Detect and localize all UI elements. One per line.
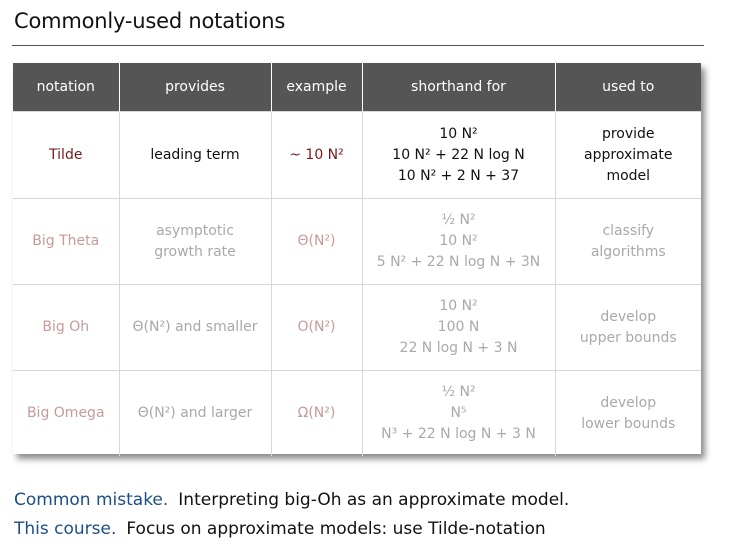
header-used-to: used to: [555, 63, 701, 112]
shorthand-line: 10 N²: [439, 125, 478, 142]
header-provides: provides: [119, 63, 272, 112]
shorthand-line: 10 N² + 22 N log N: [392, 146, 525, 163]
cell-notation: Big Omega: [13, 370, 120, 456]
cell-shorthand: ½ N² 10 N² 5 N² + 22 N log N + 3N: [362, 198, 556, 285]
header-notation: notation: [13, 63, 120, 112]
cell-provides: leading term: [119, 111, 272, 199]
shorthand-line: N⁵: [450, 405, 467, 421]
notations-table: notation provides example shorthand for …: [13, 63, 701, 456]
cell-shorthand: 10 N² 10 N² + 22 N log N 10 N² + 2 N + 3…: [362, 111, 556, 199]
shorthand-line: ½ N²: [441, 384, 476, 400]
cell-notation: Big Oh: [13, 284, 120, 371]
used-to-line: lower bounds: [581, 415, 676, 432]
cell-used-to: classify algorithms: [555, 198, 701, 285]
shorthand-line: ½ N²: [441, 212, 476, 228]
cell-example: O(N²): [271, 284, 363, 371]
cell-example: ~ 10 N²: [271, 111, 363, 199]
table-row-tilde: Tilde leading term ~ 10 N² 10 N² 10 N² +…: [13, 111, 701, 199]
table-header-row: notation provides example shorthand for …: [13, 63, 701, 112]
cell-used-to: provide approximate model: [555, 111, 701, 199]
footer-lead-this-course: This course.: [14, 519, 117, 539]
footer-text-common-mistake: Interpreting big-Oh as an approximate mo…: [178, 490, 570, 510]
table-row-big-theta: Big Theta asymptotic growth rate Θ(N²) ½…: [13, 198, 701, 285]
page-title: Commonly-used notations: [14, 9, 286, 33]
shorthand-line: 10 N² + 2 N + 37: [397, 167, 520, 184]
table-row-big-omega: Big Omega Θ(N²) and larger Ω(N²) ½ N² N⁵…: [13, 370, 701, 456]
cell-provides: asymptotic growth rate: [119, 198, 272, 285]
footer-text-this-course: Focus on approximate models: use Tilde-n…: [126, 519, 546, 539]
notations-table-container: notation provides example shorthand for …: [13, 63, 701, 456]
footer-this-course: This course. Focus on approximate models:…: [14, 519, 546, 539]
shorthand-line: 10 N²: [439, 233, 478, 249]
title-divider: [12, 45, 704, 46]
provides-line: asymptotic: [156, 222, 234, 239]
used-to-line: approximate: [584, 146, 673, 163]
cell-notation: Big Theta: [13, 198, 120, 285]
shorthand-line: 100 N: [437, 319, 480, 335]
cell-shorthand: ½ N² N⁵ N³ + 22 N log N + 3 N: [362, 370, 556, 456]
cell-example: Θ(N²): [271, 198, 363, 285]
shorthand-line: 5 N² + 22 N log N + 3N: [376, 254, 541, 270]
cell-used-to: develop upper bounds: [555, 284, 701, 371]
used-to-line: develop: [600, 308, 657, 325]
cell-notation: Tilde: [13, 111, 120, 199]
footer-common-mistake: Common mistake. Interpreting big-Oh as an…: [14, 490, 569, 510]
footer-lead-common-mistake: Common mistake.: [14, 490, 169, 510]
used-to-line: upper bounds: [579, 329, 677, 346]
provides-line: growth rate: [154, 243, 236, 260]
cell-provides: Θ(N²) and smaller: [119, 284, 272, 371]
used-to-line: classify: [602, 222, 655, 239]
cell-provides: Θ(N²) and larger: [119, 370, 272, 456]
shorthand-line: N³ + 22 N log N + 3 N: [381, 426, 536, 442]
used-to-line: algorithms: [590, 243, 666, 260]
header-shorthand-for: shorthand for: [362, 63, 556, 112]
header-example: example: [271, 63, 363, 112]
used-to-line: model: [606, 167, 651, 184]
shorthand-line: 10 N²: [439, 298, 478, 314]
cell-shorthand: 10 N² 100 N 22 N log N + 3 N: [362, 284, 556, 371]
cell-used-to: develop lower bounds: [555, 370, 701, 456]
cell-example: Ω(N²): [271, 370, 363, 456]
table-row-big-oh: Big Oh Θ(N²) and smaller O(N²) 10 N² 100…: [13, 284, 701, 371]
shorthand-line: 22 N log N + 3 N: [399, 340, 518, 356]
used-to-line: provide: [601, 125, 655, 142]
used-to-line: develop: [600, 394, 657, 411]
